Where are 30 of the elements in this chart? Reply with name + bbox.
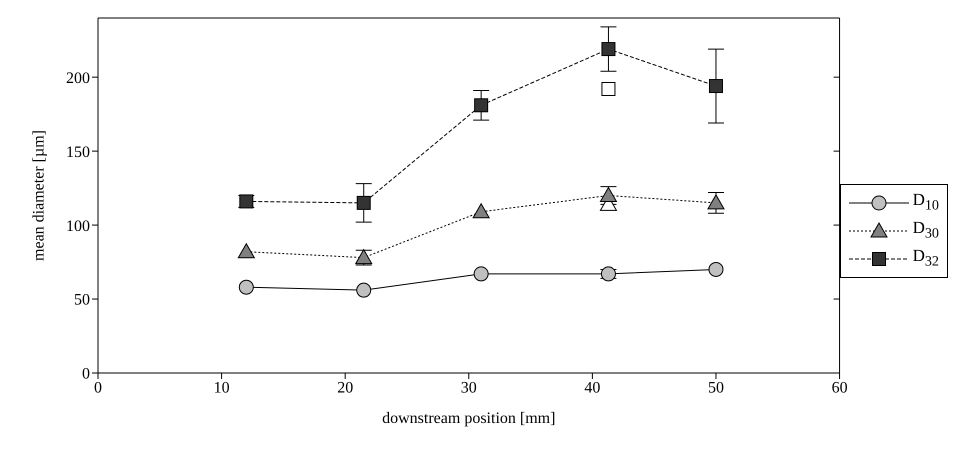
y-tick-label: 150 (66, 144, 90, 161)
x-axis-title: downstream position [mm] (382, 410, 556, 427)
x-tick-label: 50 (708, 379, 724, 396)
point (708, 262, 724, 277)
point (356, 282, 372, 298)
y-tick-label: 100 (66, 218, 90, 235)
x-tick-label: 20 (337, 379, 354, 396)
point (238, 243, 255, 258)
point (601, 82, 616, 96)
legend-label: D$_{10}$ (912, 190, 939, 215)
point (708, 79, 723, 94)
point (474, 266, 489, 282)
point (601, 42, 616, 56)
point (356, 196, 371, 210)
x-tick-label: 0 (94, 379, 102, 396)
point (474, 98, 488, 112)
y-tick-label: 0 (82, 366, 90, 383)
x-tick-label: 10 (214, 379, 230, 396)
point (238, 280, 254, 295)
point (707, 194, 724, 210)
x-tick-label: 30 (460, 379, 477, 396)
x-tick-label: 40 (584, 379, 600, 396)
y-tick-label: 50 (74, 292, 90, 309)
point (600, 187, 617, 202)
y-tick-label: 200 (66, 70, 90, 87)
x-tick-label: 60 (832, 379, 848, 396)
y-axis-title: mean diameter [µm] (30, 130, 48, 261)
legend-label: D$_{32}$ (912, 246, 939, 271)
legend-label: D$_{30}$ (912, 218, 939, 243)
point (472, 203, 490, 218)
